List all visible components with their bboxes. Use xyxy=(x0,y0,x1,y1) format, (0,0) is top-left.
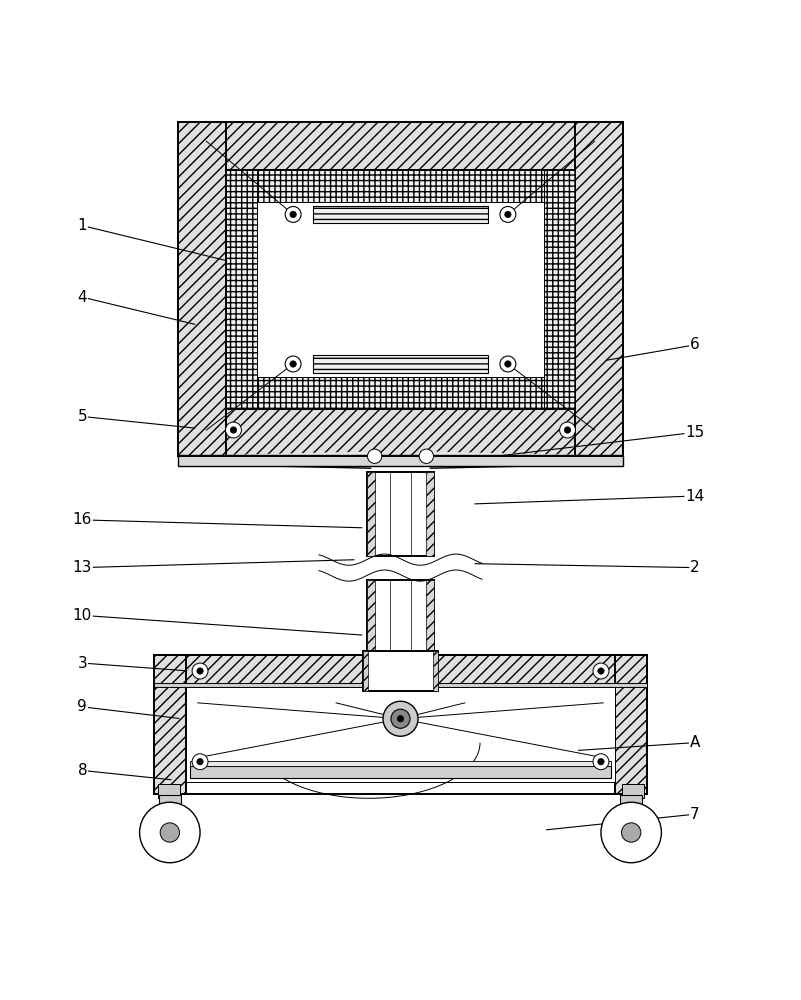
Polygon shape xyxy=(185,452,371,468)
Bar xyxy=(159,795,181,812)
Bar xyxy=(154,655,647,794)
Bar xyxy=(367,472,434,556)
Circle shape xyxy=(397,716,404,722)
Text: 10: 10 xyxy=(73,608,92,623)
Circle shape xyxy=(500,206,516,222)
Circle shape xyxy=(139,802,200,863)
Bar xyxy=(190,766,611,778)
Bar xyxy=(178,455,623,466)
Bar xyxy=(154,655,647,687)
Text: A: A xyxy=(690,735,700,750)
Bar xyxy=(544,170,575,409)
Bar xyxy=(620,795,642,812)
Bar xyxy=(575,122,623,456)
Bar xyxy=(367,472,375,556)
Circle shape xyxy=(601,802,662,863)
Circle shape xyxy=(565,427,571,433)
Bar xyxy=(367,580,434,655)
Bar xyxy=(615,655,647,794)
Text: 2: 2 xyxy=(690,560,699,575)
Text: 16: 16 xyxy=(73,512,92,527)
Bar xyxy=(257,377,544,409)
Bar xyxy=(257,202,544,377)
Bar xyxy=(154,683,647,687)
Text: 8: 8 xyxy=(78,763,87,778)
Text: 13: 13 xyxy=(73,560,92,575)
Circle shape xyxy=(230,427,236,433)
Text: 4: 4 xyxy=(78,290,87,305)
Circle shape xyxy=(419,449,433,463)
Bar xyxy=(178,122,226,456)
Circle shape xyxy=(290,211,296,218)
Bar xyxy=(363,651,368,691)
Bar xyxy=(186,687,615,782)
Circle shape xyxy=(622,823,641,842)
Bar xyxy=(622,784,644,798)
Bar xyxy=(190,761,611,766)
Bar xyxy=(154,655,186,794)
Circle shape xyxy=(290,361,296,367)
Circle shape xyxy=(383,701,418,736)
Circle shape xyxy=(598,668,604,674)
Circle shape xyxy=(160,823,179,842)
Circle shape xyxy=(505,211,511,218)
Bar xyxy=(158,784,180,798)
Circle shape xyxy=(192,754,208,770)
Bar xyxy=(313,206,488,223)
Circle shape xyxy=(368,449,382,463)
Text: 5: 5 xyxy=(78,409,87,424)
Bar xyxy=(426,580,434,655)
Bar xyxy=(257,170,544,202)
Text: 15: 15 xyxy=(685,425,704,440)
Circle shape xyxy=(391,709,410,728)
Circle shape xyxy=(505,361,511,367)
Circle shape xyxy=(285,206,301,222)
Circle shape xyxy=(192,663,208,679)
Bar xyxy=(313,355,488,373)
Bar xyxy=(178,409,623,456)
Bar xyxy=(367,580,375,655)
Text: 14: 14 xyxy=(685,489,704,504)
Text: 9: 9 xyxy=(78,699,87,714)
Circle shape xyxy=(197,759,203,765)
Circle shape xyxy=(560,422,575,438)
Circle shape xyxy=(285,356,301,372)
Bar xyxy=(363,651,438,691)
Circle shape xyxy=(226,422,241,438)
Bar xyxy=(226,170,257,409)
Bar xyxy=(433,651,438,691)
Circle shape xyxy=(598,759,604,765)
Text: 1: 1 xyxy=(78,218,87,233)
Circle shape xyxy=(500,356,516,372)
Bar xyxy=(426,472,434,556)
Bar xyxy=(178,122,623,456)
Text: 3: 3 xyxy=(78,656,87,671)
Text: 7: 7 xyxy=(690,807,699,822)
Polygon shape xyxy=(430,452,616,468)
Text: 6: 6 xyxy=(690,337,700,352)
Circle shape xyxy=(593,663,609,679)
Circle shape xyxy=(197,668,203,674)
Circle shape xyxy=(593,754,609,770)
Bar xyxy=(178,122,623,170)
Bar xyxy=(154,762,647,782)
